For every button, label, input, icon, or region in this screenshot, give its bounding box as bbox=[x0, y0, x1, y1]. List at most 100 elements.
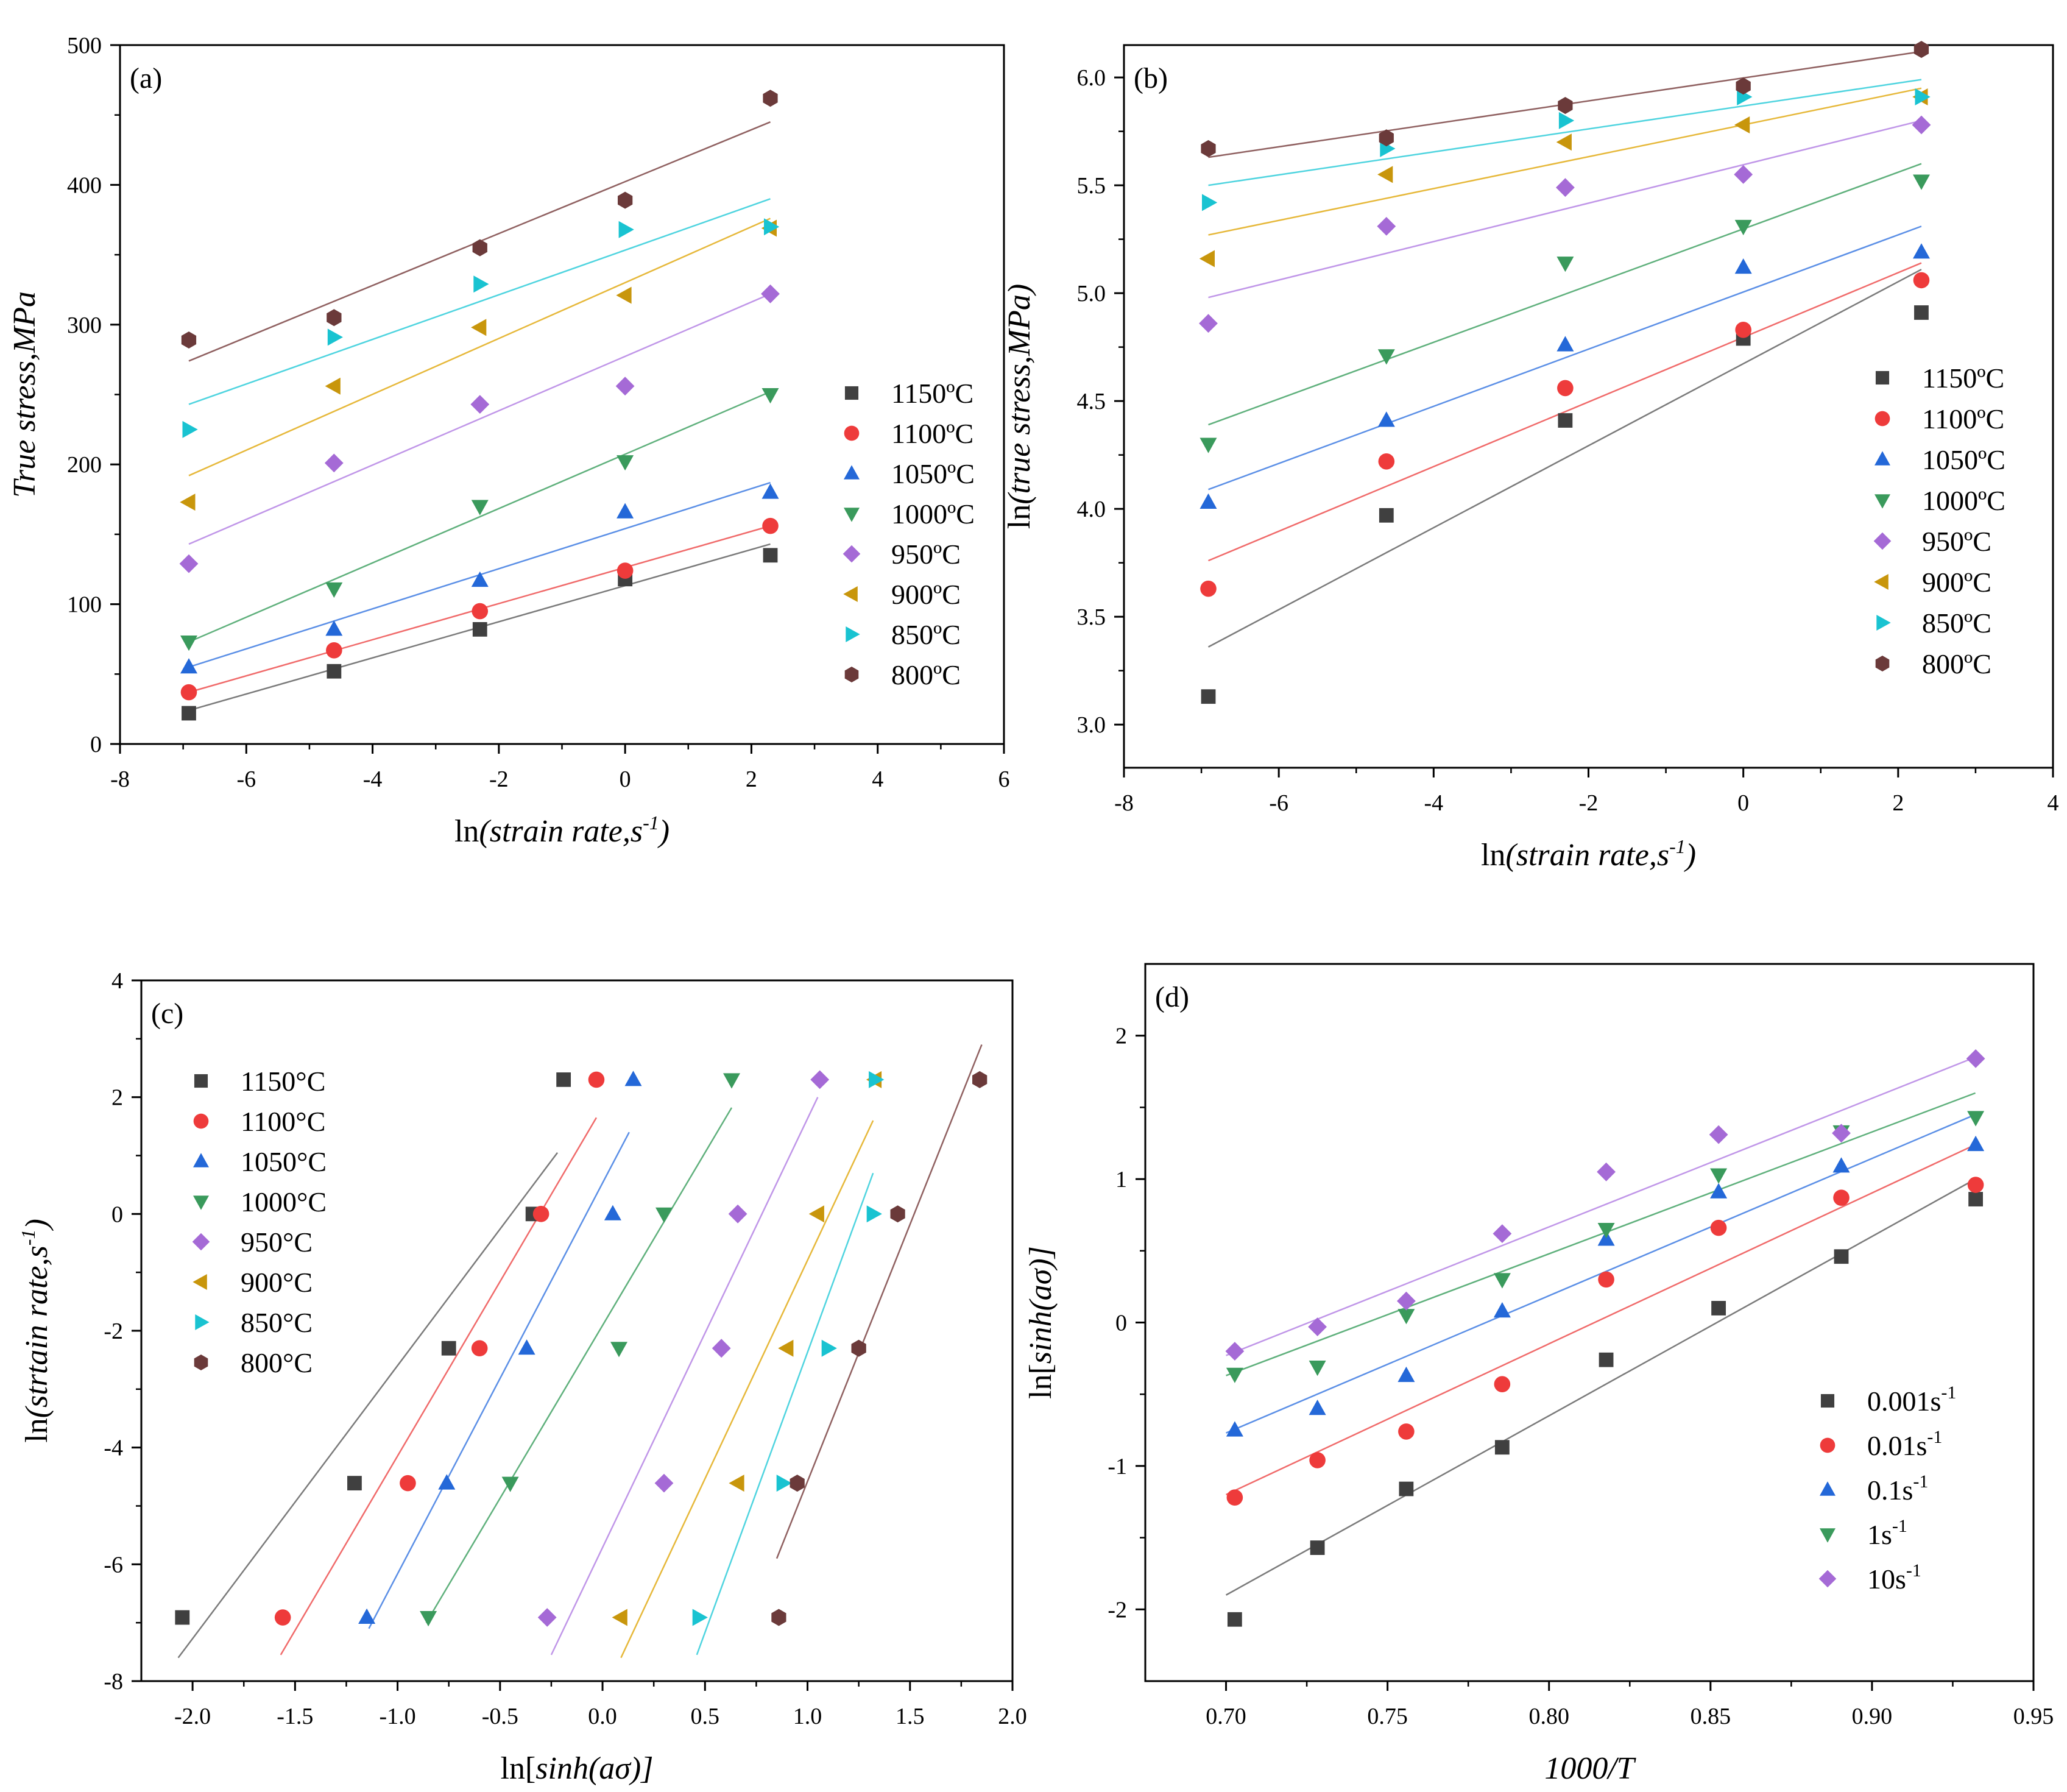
data-point bbox=[776, 1475, 792, 1492]
data-point bbox=[1377, 411, 1395, 427]
chart-b: -8 -6 -4 -2 0 2 4 3.0 3.5 4.0 4.5 5.0 5.5 6.0 (b) ln(st… bbox=[1002, 41, 2059, 873]
data-point bbox=[851, 1339, 866, 1357]
fit-line bbox=[1208, 79, 1922, 186]
data-point bbox=[1201, 140, 1216, 157]
data-point bbox=[471, 571, 489, 587]
x-tick-label: 0.0 bbox=[588, 1704, 617, 1729]
legend-label: 1100ºC bbox=[1922, 403, 2004, 434]
data-point bbox=[471, 319, 487, 336]
data-point bbox=[471, 500, 489, 515]
legend-label: 1000°C bbox=[241, 1186, 327, 1217]
data-point bbox=[472, 622, 487, 637]
legend-label: 1050°C bbox=[241, 1146, 327, 1177]
data-point bbox=[616, 286, 632, 304]
y-tick-label: 0 bbox=[90, 732, 102, 757]
legend-label: 1000ºC bbox=[891, 498, 975, 529]
legend-marker bbox=[193, 1274, 207, 1290]
data-point bbox=[1711, 1301, 1726, 1316]
data-point bbox=[654, 1473, 674, 1493]
data-point bbox=[1226, 1421, 1243, 1437]
y-axis-label: True stress,MPa bbox=[7, 291, 42, 498]
data-point bbox=[763, 548, 778, 563]
x-tick-label: 0.90 bbox=[1852, 1704, 1893, 1729]
y-tick-label: 6.0 bbox=[1077, 65, 1106, 91]
data-point bbox=[180, 658, 197, 674]
legend-label: 1050ºC bbox=[1922, 444, 2005, 475]
data-point bbox=[1397, 1309, 1415, 1325]
data-point bbox=[869, 1071, 885, 1088]
data-point bbox=[1200, 580, 1217, 597]
data-point bbox=[692, 1609, 708, 1626]
legend-marker bbox=[844, 386, 859, 400]
data-point bbox=[1558, 97, 1573, 115]
data-point bbox=[617, 455, 634, 471]
data-point bbox=[180, 636, 197, 651]
data-point bbox=[327, 328, 343, 346]
data-point bbox=[1967, 1135, 1985, 1152]
data-point bbox=[762, 517, 779, 534]
data-point bbox=[771, 1609, 786, 1626]
data-point bbox=[1309, 1452, 1326, 1468]
legend-label: 900ºC bbox=[1922, 567, 1991, 598]
legend-marker bbox=[1820, 1394, 1835, 1408]
legend-marker bbox=[1874, 411, 1890, 427]
x-tick-label: 2 bbox=[746, 767, 757, 792]
data-point bbox=[327, 309, 342, 327]
data-point bbox=[1556, 178, 1575, 197]
y-axis-label: ln(strtain rate,s-1) bbox=[17, 1219, 54, 1443]
y-tick-label: 2 bbox=[1115, 1024, 1127, 1049]
legend-label: 850ºC bbox=[891, 619, 961, 650]
x-tick-label: -0.5 bbox=[482, 1704, 518, 1729]
data-point bbox=[1201, 689, 1216, 704]
x-tick-label: -1.0 bbox=[380, 1704, 416, 1729]
data-point bbox=[537, 1608, 557, 1627]
data-point bbox=[182, 420, 198, 438]
data-point bbox=[1377, 349, 1395, 365]
fit-line bbox=[620, 1120, 874, 1659]
data-point bbox=[761, 284, 780, 303]
data-point bbox=[420, 1611, 437, 1627]
fit-line bbox=[776, 1044, 983, 1559]
data-point bbox=[761, 388, 779, 404]
data-point bbox=[179, 554, 199, 573]
data-point bbox=[1736, 77, 1751, 95]
y-tick-label: 2 bbox=[111, 1085, 123, 1111]
y-tick-label: 0 bbox=[111, 1202, 123, 1227]
legend-label: 800ºC bbox=[891, 659, 961, 690]
data-point bbox=[1202, 194, 1218, 211]
data-point bbox=[1833, 1189, 1850, 1206]
legend-label: 950ºC bbox=[891, 539, 961, 570]
data-point bbox=[1734, 219, 1752, 236]
data-point bbox=[358, 1608, 376, 1624]
data-point bbox=[181, 331, 197, 349]
legend-marker bbox=[1875, 656, 1890, 671]
data-point bbox=[1226, 1367, 1243, 1383]
fit-line bbox=[188, 293, 771, 545]
x-tick-label: -4 bbox=[363, 767, 383, 792]
x-tick-label: 0.95 bbox=[2013, 1704, 2054, 1729]
data-point bbox=[400, 1475, 416, 1492]
data-point bbox=[1397, 1291, 1416, 1311]
y-tick-label: 5.5 bbox=[1077, 173, 1106, 199]
x-tick-label: 0 bbox=[1737, 790, 1749, 816]
y-tick-label: 4 bbox=[111, 968, 123, 994]
y-tick-label: 500 bbox=[67, 33, 102, 58]
data-point bbox=[325, 620, 343, 636]
legend-marker bbox=[844, 465, 860, 480]
fit-line bbox=[188, 218, 771, 476]
data-point bbox=[1556, 336, 1574, 352]
data-point bbox=[1913, 174, 1930, 190]
data-point bbox=[327, 664, 342, 679]
fit-line bbox=[1208, 119, 1922, 299]
data-point bbox=[1199, 314, 1218, 333]
y-tick-label: 4.0 bbox=[1077, 497, 1106, 522]
legend-label: 1s-1 bbox=[1867, 1516, 1907, 1550]
legend-marker bbox=[195, 1314, 210, 1330]
x-tick-label: -8 bbox=[1114, 790, 1134, 816]
y-tick-label: 1 bbox=[1115, 1167, 1127, 1192]
legend-marker bbox=[843, 545, 861, 563]
data-point bbox=[473, 275, 489, 293]
legend-label: 1100ºC bbox=[891, 418, 973, 449]
legend-marker bbox=[1876, 615, 1891, 631]
x-axis-label: ln[sinh(aσ)] bbox=[501, 1751, 654, 1786]
